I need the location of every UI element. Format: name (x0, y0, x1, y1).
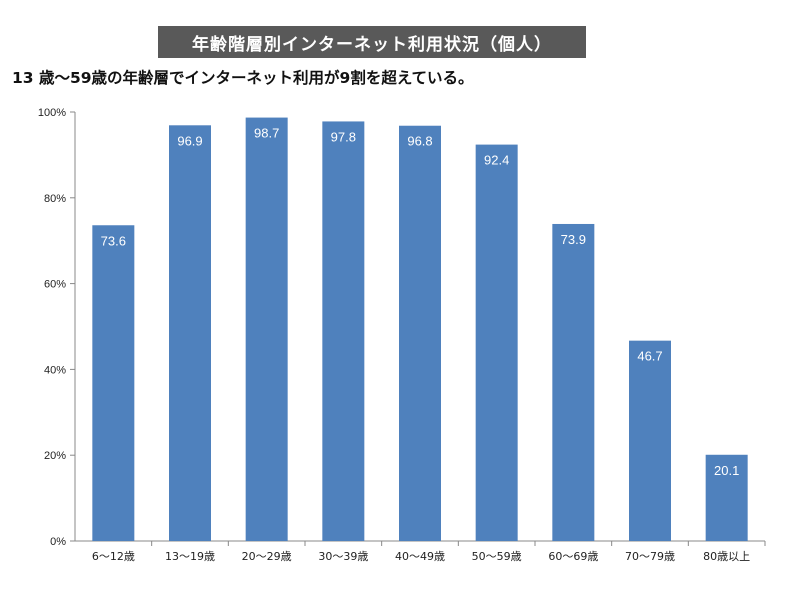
x-tick-label: 60～69歳 (548, 550, 598, 563)
x-tick-label: 13～19歳 (165, 550, 215, 563)
bar-value-label: 20.1 (714, 463, 739, 478)
bar-value-label: 92.4 (484, 153, 509, 168)
bar (399, 125, 441, 541)
bar-value-label: 73.9 (561, 232, 586, 247)
y-tick-label: 20% (44, 450, 66, 462)
chart-subtitle: 13 歳～59歳の年齢層でインターネット利用が9割を超えている。 (12, 69, 474, 87)
bar-value-label: 96.9 (177, 133, 202, 148)
bar (552, 223, 595, 541)
bars-group: 73.6 96.9 98.7 97.8 96.8 92.4 73.9 46.7 20.1 (92, 117, 748, 542)
bar (322, 121, 365, 542)
bar (169, 125, 211, 541)
bar-value-label: 46.7 (637, 349, 662, 364)
x-tick-label: 6～12歳 (92, 550, 135, 563)
y-tick-label: 40% (44, 364, 66, 376)
y-tick-label: 60% (44, 279, 66, 291)
x-tick-label: 70～79歳 (625, 550, 675, 563)
x-tick-label: 40～49歳 (395, 550, 445, 563)
bar-value-label: 97.8 (331, 129, 356, 144)
bar (92, 225, 135, 542)
bar-value-label: 96.8 (407, 134, 432, 149)
chart-title-banner: 年齢階層別インターネット利用状況（個人） (158, 26, 586, 58)
bar-value-label: 98.7 (254, 126, 279, 141)
bar (705, 454, 748, 541)
y-tick-label: 0% (50, 536, 66, 548)
x-tick-label: 30～39歳 (318, 550, 368, 563)
x-tick-label: 50～59歳 (472, 550, 522, 563)
x-tick-label: 80歳以上 (703, 550, 750, 563)
y-tick-label: 100% (38, 107, 66, 119)
bar (245, 117, 288, 542)
x-axis: 6～12歳 13～19歳 20～29歳 30～39歳 40～49歳 50～59歳 60～69… (75, 540, 766, 563)
y-tick-label: 80% (44, 193, 66, 205)
bar (475, 144, 518, 541)
bar-value-label: 73.6 (101, 233, 126, 248)
y-axis: 0% 20% 40% 60% 80% 100% (38, 107, 76, 548)
bar (629, 340, 671, 541)
x-tick-label: 20～29歳 (242, 550, 292, 563)
